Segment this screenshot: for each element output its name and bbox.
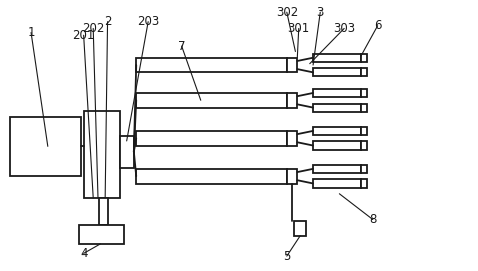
Bar: [313, 54, 361, 62]
Text: 8: 8: [369, 213, 377, 226]
Text: 2: 2: [104, 15, 111, 28]
Bar: [361, 179, 367, 188]
Bar: [99, 198, 108, 225]
Bar: [84, 111, 120, 198]
Bar: [313, 165, 361, 173]
Bar: [120, 136, 134, 168]
Bar: [287, 131, 297, 146]
Text: 6: 6: [374, 19, 381, 32]
Text: 3: 3: [316, 6, 324, 19]
Bar: [313, 179, 361, 188]
Bar: [287, 57, 297, 72]
Bar: [361, 127, 367, 135]
Bar: [136, 93, 287, 108]
Bar: [361, 68, 367, 76]
Bar: [287, 93, 297, 108]
Text: 201: 201: [73, 29, 95, 42]
Bar: [136, 169, 287, 184]
Bar: [79, 225, 124, 244]
Bar: [313, 104, 361, 112]
Bar: [313, 89, 361, 97]
Bar: [136, 131, 287, 146]
Text: 1: 1: [27, 26, 35, 39]
Bar: [136, 57, 287, 72]
Bar: [361, 141, 367, 150]
Bar: [287, 169, 297, 184]
Bar: [10, 117, 81, 176]
Text: 5: 5: [283, 250, 291, 263]
Bar: [361, 104, 367, 112]
Bar: [313, 141, 361, 150]
Bar: [361, 165, 367, 173]
Bar: [313, 127, 361, 135]
Text: 302: 302: [276, 6, 298, 19]
Text: 203: 203: [137, 15, 159, 28]
Text: 4: 4: [80, 247, 87, 260]
Text: 202: 202: [82, 22, 104, 35]
Bar: [294, 221, 306, 236]
Text: 7: 7: [178, 40, 185, 53]
Bar: [361, 89, 367, 97]
Bar: [313, 68, 361, 76]
Bar: [361, 54, 367, 62]
Text: 303: 303: [333, 22, 355, 35]
Text: 301: 301: [288, 22, 310, 35]
